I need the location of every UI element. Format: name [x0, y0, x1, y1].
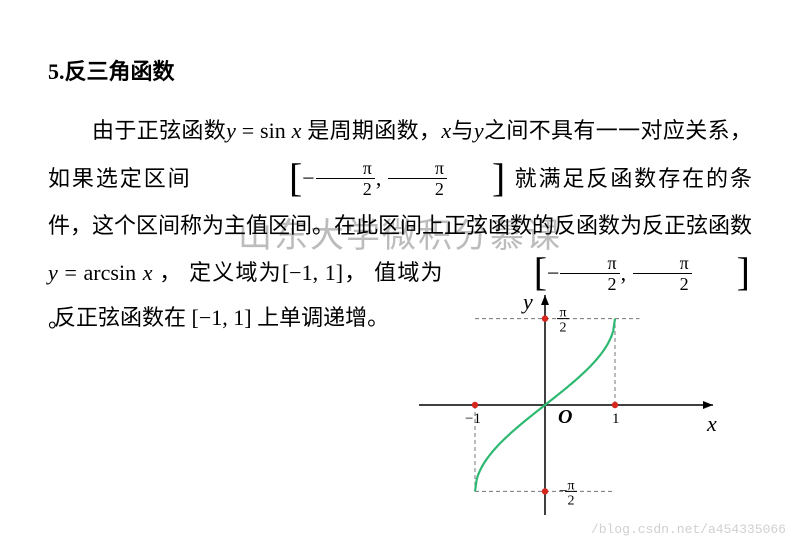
interval-pi2: [−π2, π2]: [201, 161, 505, 200]
svg-text:1: 1: [612, 411, 620, 427]
svg-text:y: y: [521, 290, 533, 314]
text-run: 上单调递增。: [252, 305, 390, 330]
text-run: ， 定义域为: [153, 260, 282, 285]
fraction: π2: [560, 254, 619, 293]
svg-text:O: O: [558, 406, 572, 428]
text-run: 是周期函数，: [301, 118, 441, 143]
fraction: π2: [388, 159, 447, 198]
text-run: 由于正弦函数: [92, 118, 226, 143]
frac-den: 2: [316, 179, 375, 198]
neg-sign: −: [547, 260, 559, 285]
text-run: 与: [451, 118, 474, 143]
last-line: 反正弦函数在 [−1, 1] 上单调递增。: [54, 300, 389, 332]
math-fn-arcsin: arcsin: [84, 260, 143, 285]
fraction: π2: [633, 254, 692, 293]
text-run: ， 值域为: [343, 260, 444, 285]
neg-sign: −: [302, 166, 314, 191]
math-var-y: y: [226, 118, 236, 143]
arcsin-graph: Oxy−11π2−π2: [400, 290, 740, 520]
frac-num: π: [388, 159, 447, 179]
text-run: 反正弦函数在: [54, 305, 192, 330]
frac-num: π: [316, 159, 375, 179]
comma: ,: [621, 260, 632, 285]
fraction: π2: [316, 159, 375, 198]
range-interval: [−π2, π2]: [446, 256, 750, 295]
svg-text:2: 2: [568, 493, 575, 508]
comma: ,: [376, 166, 387, 191]
math-var-x: x: [292, 118, 302, 143]
math-fn-sin: sin: [260, 118, 292, 143]
heading-number: 5.: [48, 59, 65, 84]
math-var-y: y: [48, 260, 58, 285]
math-eq: =: [58, 260, 84, 285]
frac-num: π: [560, 254, 619, 274]
section-heading: 5.反三角函数: [48, 48, 752, 95]
svg-text:−1: −1: [465, 411, 481, 427]
frac-den: 2: [388, 179, 447, 198]
svg-text:x: x: [706, 411, 717, 436]
frac-num: π: [633, 254, 692, 274]
math-var-y: y: [474, 118, 484, 143]
heading-title: 反三角函数: [65, 59, 175, 84]
domain-interval: [−1, 1]: [282, 260, 343, 285]
math-var-x: x: [441, 118, 451, 143]
math-eq: =: [236, 118, 260, 143]
interval-text: [−1, 1]: [192, 305, 252, 330]
footer-watermark: /blog.csdn.net/a454335066: [591, 522, 786, 537]
svg-text:2: 2: [560, 321, 567, 336]
math-var-x: x: [143, 260, 153, 285]
